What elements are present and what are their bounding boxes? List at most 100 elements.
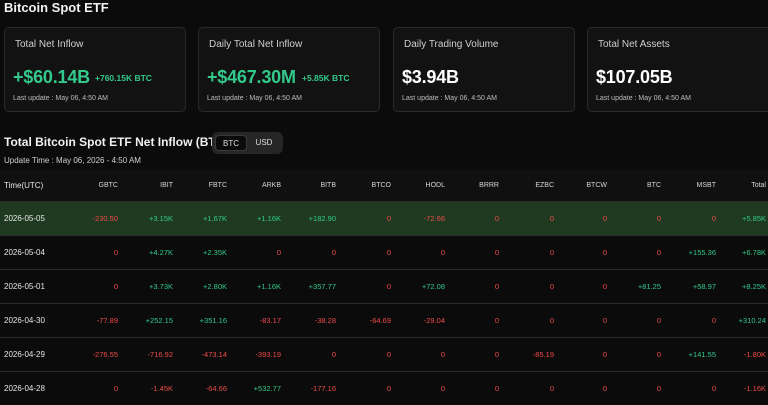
table-cell-value: +1.16K [257,214,281,223]
column-header-time-utc: Time(UTC) [4,181,44,190]
table-cell-value: -1.45K [150,384,173,393]
card-daily-total-net-inflow: Daily Total Net Inflow +$467.30M +5.85K … [198,27,380,112]
table-cell-date: 2026-05-04 [4,248,45,257]
column-header-ezbc: EZBC [535,182,554,189]
table-cell-value: +1.16K [257,282,281,291]
table-cell-value: 0 [440,248,445,257]
table-row[interactable]: 2026-05-04 0 +4.27K +2.35K 0 0 0 0 0 0 0 0 +155.36 +6… [0,235,768,269]
table-cell-value: -83.17 [259,316,281,325]
table-cell-value: 0 [602,282,607,291]
table-cell-value: +6.78K [742,248,766,257]
update-time: Update Time : May 06, 2026 - 4:50 AM [4,156,141,165]
table-row[interactable]: 2026-05-05 -230.50 +3.15K +1.67K +1.16K +182.… [0,201,768,235]
table-cell-value: -716.92 [147,350,173,359]
card-value: $3.94B [402,67,459,87]
card-value: +$60.14B [13,67,90,87]
column-header-hodl: HODL [425,182,445,189]
table-cell-value: 0 [386,214,391,223]
table-cell-value: +4.27K [149,248,173,257]
table-header: Time(UTC) GBTC IBIT FBTC ARKB BITB BTCO HODL BRR… [0,170,768,201]
table-cell-value: 0 [602,248,607,257]
table-cell-value: 0 [549,384,554,393]
card-last-update: Last update : May 06, 4:50 AM [596,95,691,102]
table-cell-value: 0 [494,214,499,223]
table-row[interactable]: 2026-05-01 0 +3.73K +2.80K +1.16K +357.77 0 +72… [0,269,768,303]
table-cell-value: 0 [494,316,499,325]
toggle-usd[interactable]: USD [255,138,273,147]
column-header-btc: BTC [647,182,661,189]
table-cell-value: -177.16 [310,384,336,393]
column-header-fbtc: FBTC [208,182,227,189]
card-total-net-inflow: Total Net Inflow +$60.14B +760.15K BTC L… [4,27,186,112]
summary-cards: Total Net Inflow +$60.14B +760.15K BTC L… [4,27,768,113]
card-sub-value: +5.85K BTC [302,73,350,83]
card-last-update: Last update : May 06, 4:50 AM [402,95,497,102]
column-header-btcw: BTCW [586,182,607,189]
table-cell-value: +3.15K [149,214,173,223]
card-label: Total Net Inflow [15,39,84,50]
table-cell-value: -72.66 [423,214,445,223]
card-label: Total Net Assets [598,39,670,50]
table-cell-value: 0 [386,384,391,393]
column-header-bitb: BITB [320,182,336,189]
table-cell-date: 2026-05-01 [4,282,45,291]
table-cell-value: 0 [711,384,716,393]
table-cell-value: 0 [331,248,336,257]
table-row[interactable]: 2026-04-30 -77.89 +252.15 +351.16 -83.17 -38.… [0,303,768,337]
table-cell-value: -64.66 [205,384,227,393]
column-header-total: Total [751,182,766,189]
table-cell-value: +2.80K [203,282,227,291]
table-cell-value: +58.97 [692,282,716,291]
table-cell-value: 0 [656,384,661,393]
card-value: $107.05B [596,67,673,87]
table-cell-value: +357.77 [308,282,336,291]
table-cell-value: 0 [494,248,499,257]
table-cell-value: -1.16K [743,384,766,393]
unit-toggle: BTC USD [212,132,283,154]
column-header-ibit: IBIT [160,182,173,189]
table-cell-value: 0 [549,248,554,257]
table-cell-date: 2026-05-05 [4,214,45,223]
table-cell-value: 0 [602,384,607,393]
table-cell-date: 2026-04-28 [4,384,45,393]
table-cell-value: 0 [549,316,554,325]
table-cell-value: +532.77 [253,384,281,393]
column-header-gbtc: GBTC [98,182,118,189]
table-cell-value: 0 [494,384,499,393]
table-row[interactable]: 2026-04-29 -276.55 -716.92 -473.14 -393.19 0 0… [0,337,768,371]
table-cell-value: 0 [549,282,554,291]
card-last-update: Last update : May 06, 4:50 AM [207,95,302,102]
table-cell-value: +252.15 [145,316,173,325]
table-cell-value: 0 [386,282,391,291]
table-cell-value: 0 [113,282,118,291]
table-cell-value: 0 [711,214,716,223]
card-daily-trading-volume: Daily Trading Volume $3.94B Last update … [393,27,575,112]
table-cell-value: 0 [113,384,118,393]
table-cell-value: 0 [386,350,391,359]
table-cell-value: 0 [711,316,716,325]
table-cell-value: -29.04 [423,316,445,325]
table-cell-value: +8.25K [742,282,766,291]
toggle-btc[interactable]: BTC [215,135,247,151]
table-row[interactable]: 2026-04-28 0 -1.45K -64.66 +532.77 -177.16 0 0 0… [0,371,768,405]
table-cell-value: 0 [440,350,445,359]
table-cell-value: -38.28 [314,316,336,325]
column-header-brrr: BRRR [479,182,499,189]
table-cell-value: 0 [549,214,554,223]
column-header-msbt: MSBT [696,182,716,189]
card-sub-value: +760.15K BTC [95,73,152,83]
table-cell-value: +155.36 [688,248,716,257]
table-cell-value: 0 [494,282,499,291]
table-cell-value: 0 [386,248,391,257]
table-cell-value: 0 [602,350,607,359]
table-cell-value: -1.80K [743,350,766,359]
table-cell-value: 0 [602,316,607,325]
table-cell-value: 0 [494,350,499,359]
table-cell-value: 0 [331,350,336,359]
table-cell-value: 0 [656,316,661,325]
table-cell-value: +351.16 [199,316,227,325]
table-cell-value: -276.55 [92,350,118,359]
column-header-btco: BTCO [371,182,391,189]
table-cell-value: +1.67K [203,214,227,223]
table-cell-value: 0 [656,350,661,359]
